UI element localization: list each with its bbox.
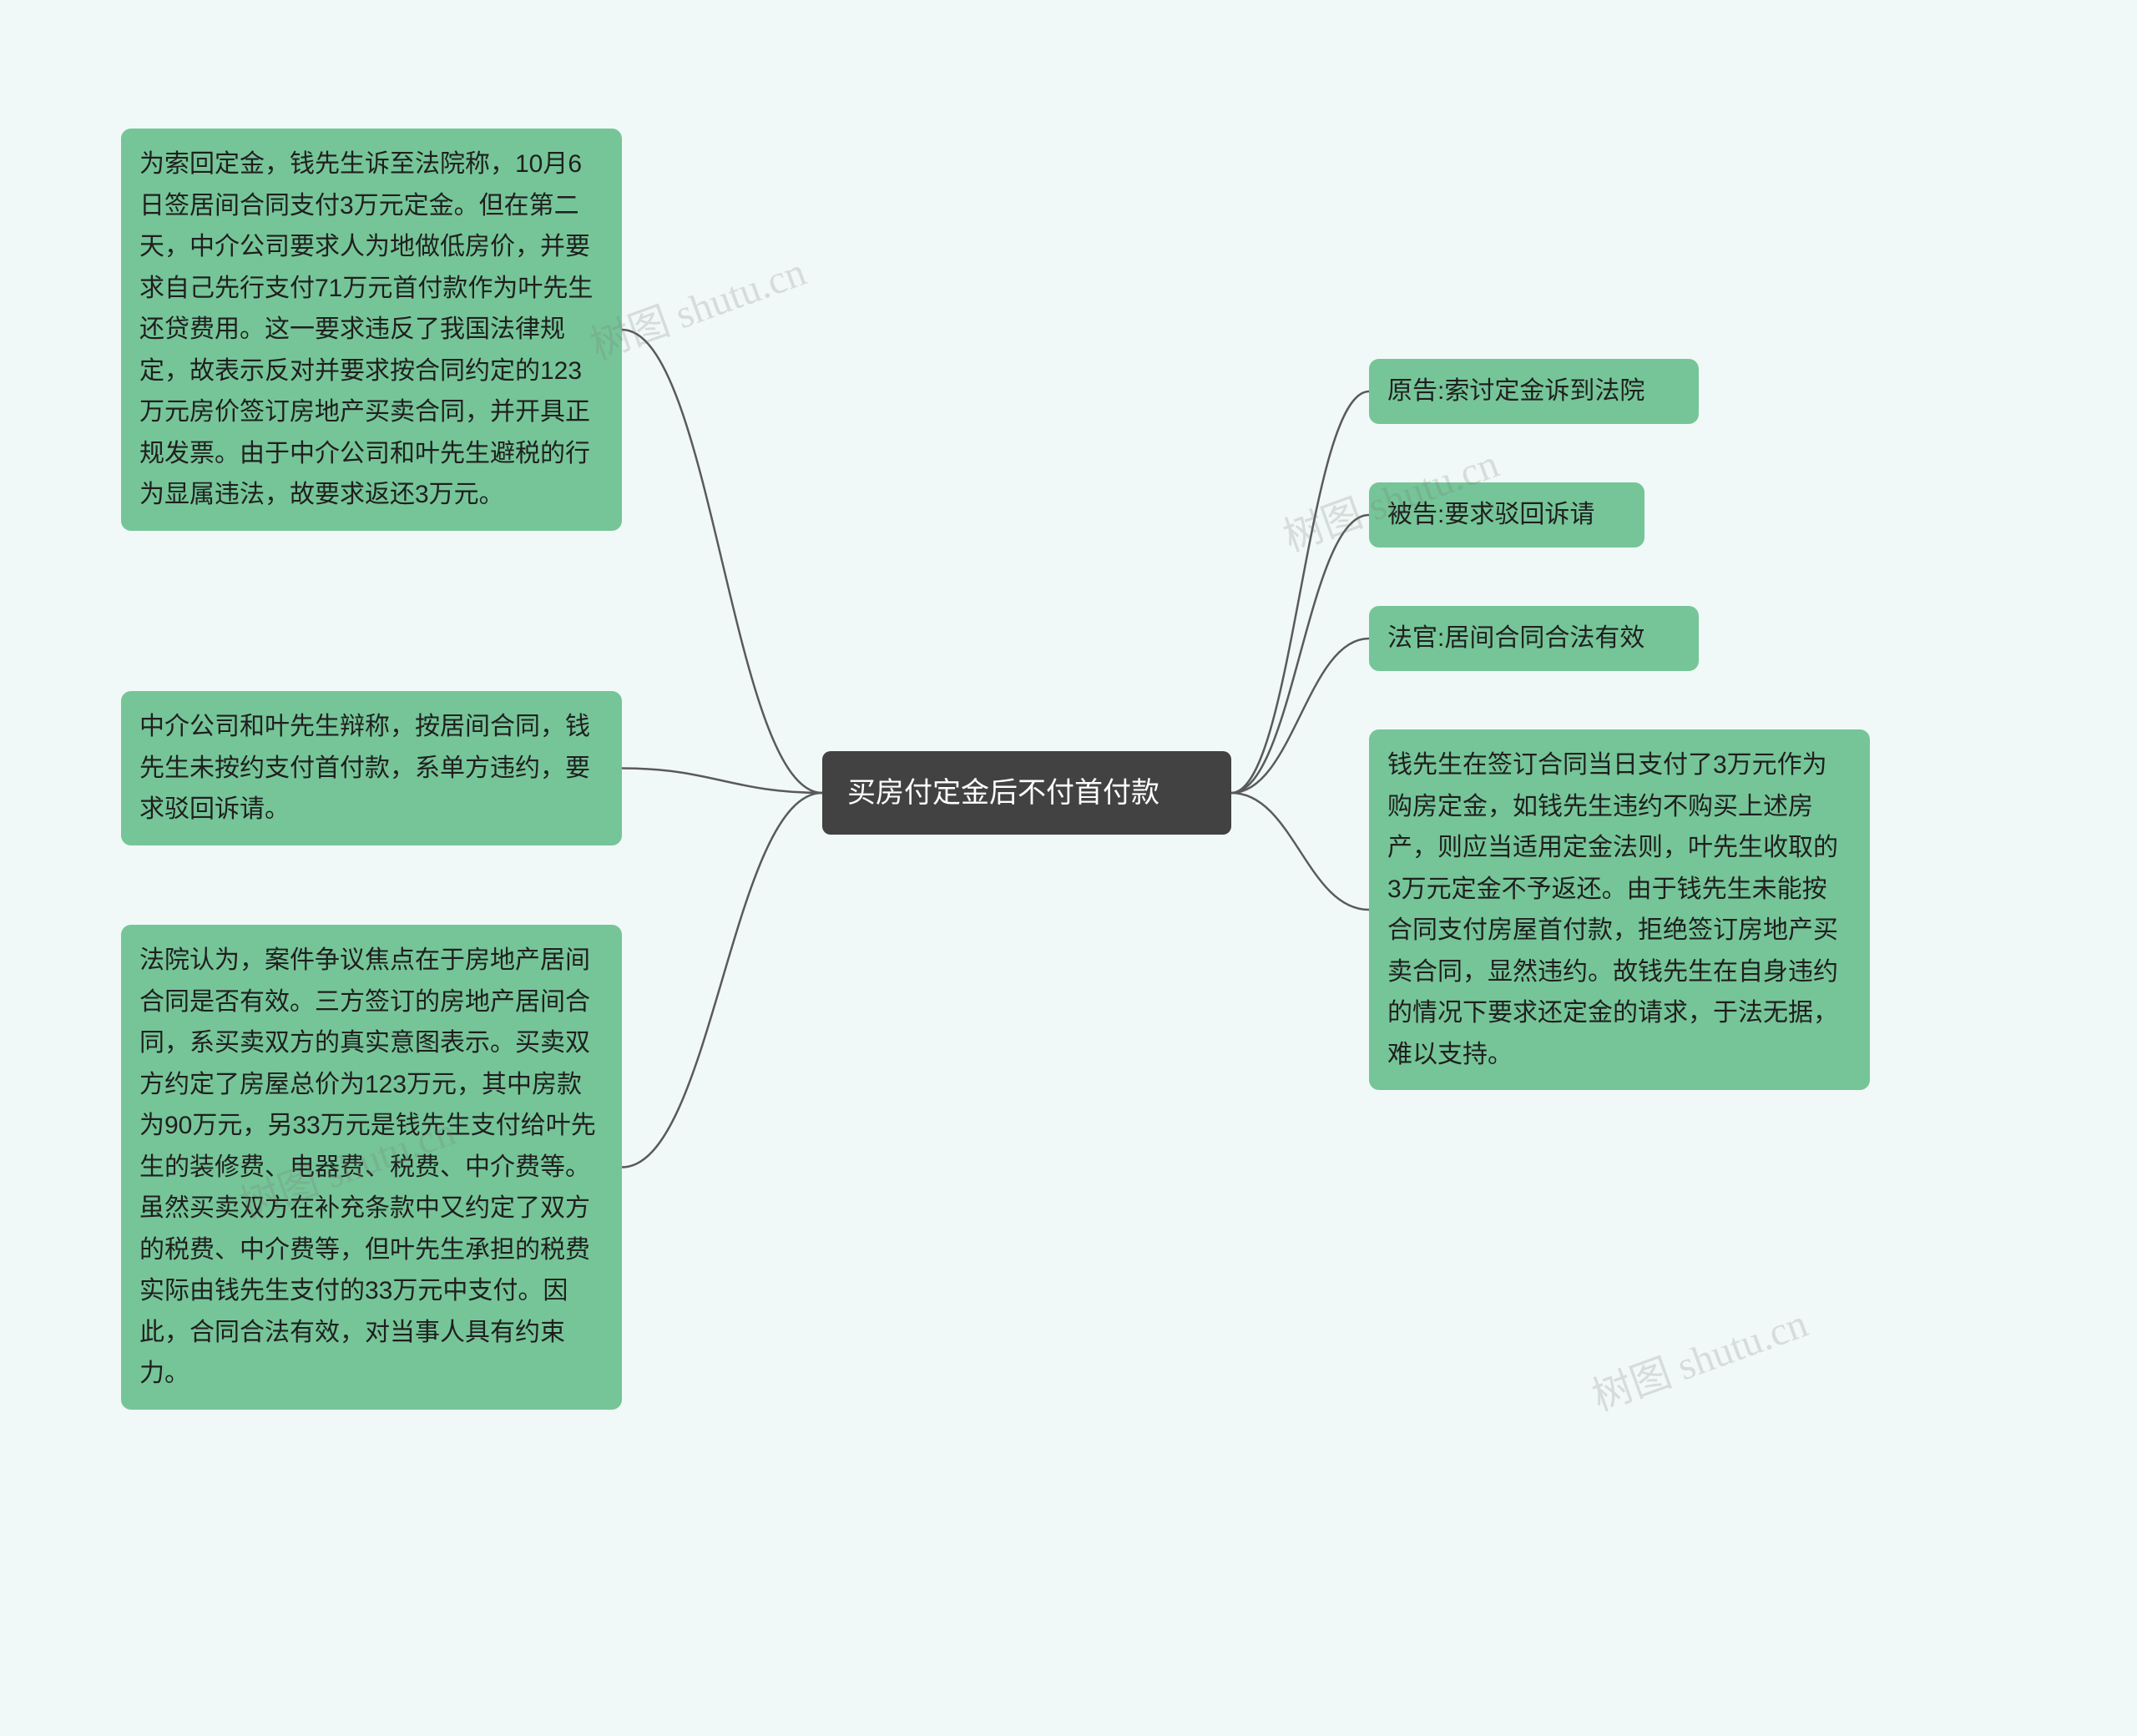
left-node-1[interactable]: 为索回定金，钱先生诉至法院称，10月6日签居间合同支付3万元定金。但在第二天，中… [121, 129, 622, 531]
connector [622, 769, 822, 794]
connector [1231, 515, 1369, 793]
right-node-4[interactable]: 钱先生在签订合同当日支付了3万元作为购房定金，如钱先生违约不购买上述房产，则应当… [1369, 729, 1870, 1090]
center-topic[interactable]: 买房付定金后不付首付款 [822, 751, 1231, 835]
connector [1231, 793, 1369, 910]
connector [1231, 391, 1369, 793]
left-node-2[interactable]: 中介公司和叶先生辩称，按居间合同，钱先生未按约支付首付款，系单方违约，要求驳回诉… [121, 691, 622, 845]
connector [622, 330, 822, 793]
connector [1231, 638, 1369, 793]
right-node-2[interactable]: 被告:要求驳回诉请 [1369, 482, 1644, 548]
left-node-3[interactable]: 法院认为，案件争议焦点在于房地产居间合同是否有效。三方签订的房地产居间合同，系买… [121, 925, 622, 1410]
connector [622, 793, 822, 1168]
right-node-3[interactable]: 法官:居间合同合法有效 [1369, 606, 1699, 671]
watermark: 树图 shutu.cn [1583, 1290, 1814, 1422]
right-node-1[interactable]: 原告:索讨定金诉到法院 [1369, 359, 1699, 424]
mindmap-canvas: 买房付定金后不付首付款 为索回定金，钱先生诉至法院称，10月6日签居间合同支付3… [0, 0, 2137, 1736]
